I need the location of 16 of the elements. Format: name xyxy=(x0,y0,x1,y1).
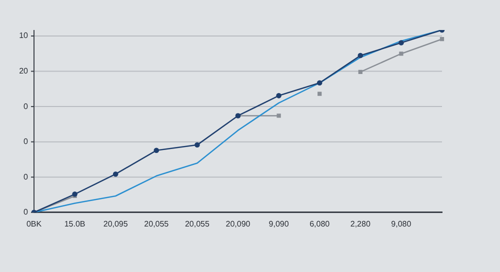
x-tick-label: 9,080 xyxy=(391,219,412,228)
x-tick-label: 20,055 xyxy=(144,219,170,228)
text: 20 xyxy=(19,66,29,76)
x-tick-label: 0BK xyxy=(26,219,42,228)
x-tick-label: 20,055 xyxy=(184,219,210,228)
text: 0 xyxy=(24,172,29,182)
text: 0 xyxy=(24,137,29,146)
x-tick-label: 2,280 xyxy=(350,219,371,228)
x-tick-label: 9,090 xyxy=(268,219,290,228)
x-tick-label: 20,090 xyxy=(226,219,251,228)
text: 0 xyxy=(24,208,29,217)
x-tick-label: 15.0B xyxy=(64,219,86,228)
text: 0 xyxy=(24,102,29,111)
x-tick-label: 20,095 xyxy=(103,219,128,228)
x-tick-label: 6,080 xyxy=(310,219,330,228)
text: 10 xyxy=(19,31,29,40)
